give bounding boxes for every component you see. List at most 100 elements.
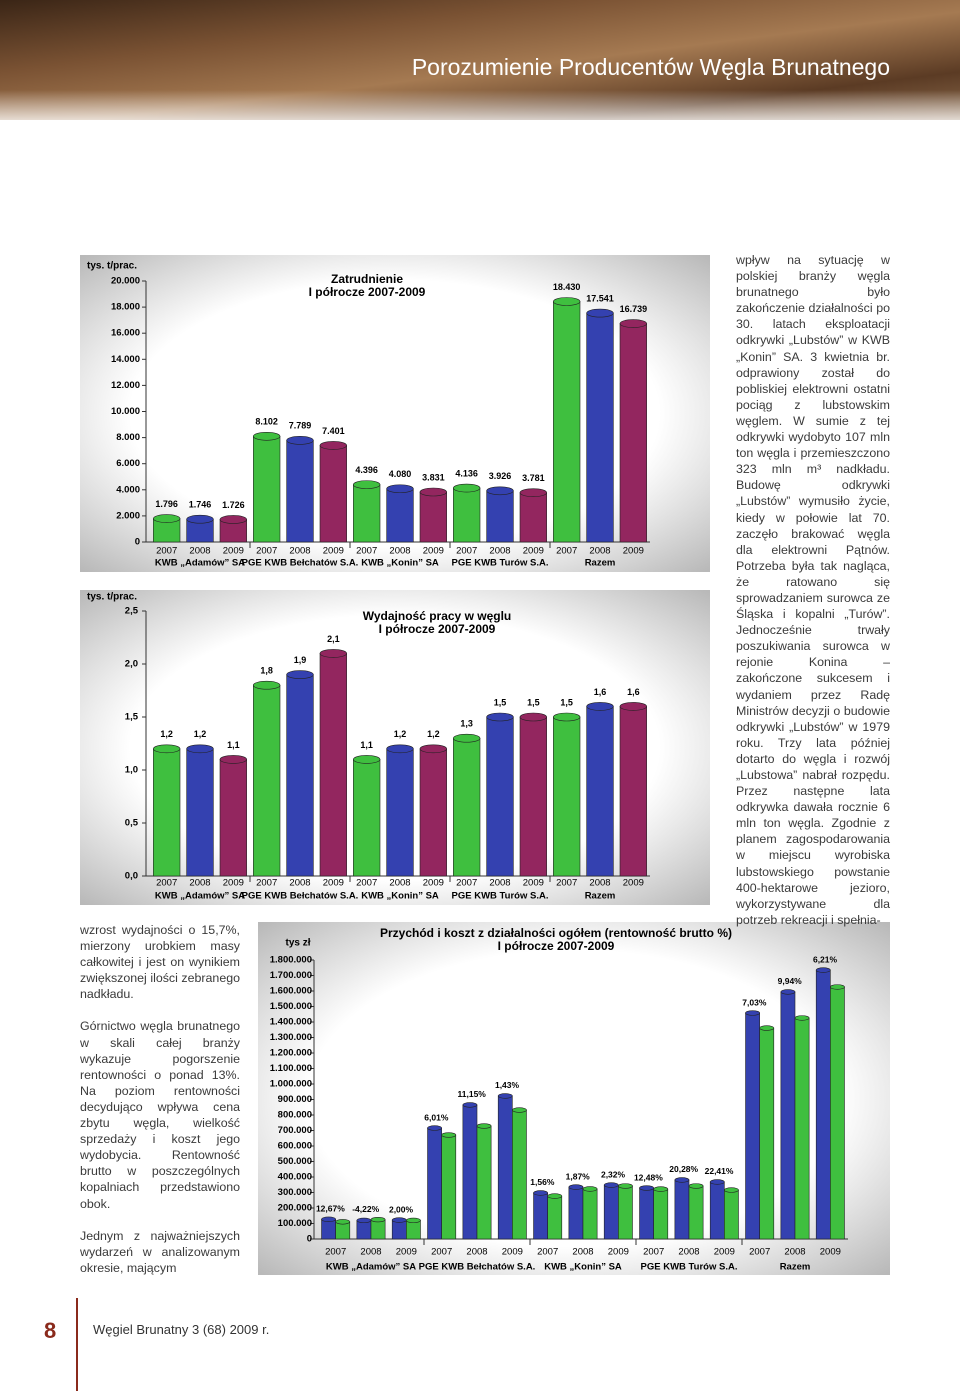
y-tick-label: 800.000 (278, 1110, 312, 1121)
bar (533, 1192, 548, 1240)
bar (441, 1134, 457, 1240)
y-tick-label: 1.600.000 (270, 986, 312, 997)
bar-cap (356, 1217, 372, 1224)
value-label: 1,5 (494, 697, 507, 707)
x-tick-label: 2007 (556, 878, 577, 889)
chart-title: Zatrudnienie (331, 272, 403, 286)
bar-cap (391, 1217, 407, 1223)
bar-cap (427, 1125, 442, 1131)
x-tick-label: 2009 (623, 878, 644, 889)
y-tick-label: 400.000 (278, 1172, 312, 1183)
bar (476, 1125, 492, 1240)
group-label: KWB „Adamów” SA (326, 1262, 416, 1273)
bar-cap (219, 755, 247, 764)
x-tick-label: 2008 (489, 546, 510, 557)
bar-cap (476, 1123, 492, 1129)
bar-cap (321, 1216, 336, 1222)
bar-cap (253, 680, 281, 690)
x-tick-label: 2007 (556, 546, 577, 557)
bar-cap (462, 1102, 478, 1108)
bar-cap (533, 1190, 548, 1196)
x-tick-label: 2009 (623, 546, 644, 557)
chart-title: Przychód i koszt z działalności ogółem (… (380, 926, 732, 940)
group-label: KWB „Konin” SA (361, 891, 439, 902)
y-tick-label: 1.700.000 (270, 970, 312, 981)
value-label: 3.831 (422, 472, 445, 482)
bar-cap (582, 1186, 598, 1192)
bar-cap (286, 436, 314, 445)
group-label: PGE KWB Turów S.A. (452, 891, 549, 902)
group-label: Razem (780, 1262, 811, 1273)
footer-rule (76, 1298, 78, 1391)
y-tick-label: 18.000 (111, 302, 140, 313)
bar (386, 488, 414, 543)
bar (186, 748, 214, 877)
x-tick-label: 2009 (323, 878, 344, 889)
bar-cap (745, 1010, 760, 1016)
bar (356, 1220, 372, 1240)
y-tick-label: 1.000.000 (270, 1079, 312, 1090)
annotation: 1,87% (566, 1171, 591, 1181)
x-tick-label: 2009 (523, 546, 544, 557)
bar (219, 759, 247, 877)
value-label: 17.541 (586, 293, 614, 303)
bar (353, 484, 381, 543)
bar (370, 1219, 386, 1240)
bar-cap (335, 1219, 351, 1225)
y-tick-label: 0,5 (125, 818, 139, 829)
bar (815, 969, 831, 1240)
left-column-text: wzrost wydajności o 15,7%, mierzony urob… (80, 922, 240, 1292)
bar-cap (453, 733, 481, 743)
x-tick-label: 2007 (749, 1247, 770, 1258)
x-tick-label: 2009 (523, 878, 544, 889)
bar (519, 492, 547, 543)
bar-cap (453, 483, 481, 493)
bar (619, 323, 647, 543)
y-tick-label: 900.000 (278, 1094, 312, 1105)
bar (547, 1195, 563, 1240)
y-tick-label: 20.000 (111, 276, 140, 287)
x-tick-label: 2007 (356, 878, 377, 889)
x-tick-label: 2008 (589, 878, 610, 889)
y-tick-label: 16.000 (111, 328, 140, 339)
bar-cap (319, 441, 347, 450)
x-tick-label: 2009 (502, 1247, 523, 1258)
group-label: PGE KWB Bełchatów S.A. (419, 1262, 536, 1273)
bar-cap (586, 308, 614, 318)
group-label: PGE KWB Bełchatów S.A. (242, 891, 359, 902)
value-label: 7.789 (289, 421, 312, 431)
y-tick-label: 1.200.000 (270, 1048, 312, 1059)
x-tick-label: 2008 (189, 878, 210, 889)
bar-cap (512, 1107, 527, 1113)
x-tick-label: 2007 (431, 1247, 452, 1258)
y-tick-label: 8.000 (116, 432, 140, 443)
bar (830, 986, 845, 1240)
annotation: -4,22% (352, 1204, 379, 1214)
chart-title: Wydajność pracy w węglu (363, 609, 512, 623)
x-tick-label: 2008 (589, 546, 610, 557)
annotation: 2,32% (601, 1169, 626, 1179)
value-label: 4.080 (389, 469, 412, 479)
group-label: PGE KWB Turów S.A. (641, 1262, 738, 1273)
bar-cap (486, 712, 514, 722)
group-label: PGE KWB Turów S.A. (452, 558, 549, 569)
x-tick-label: 2008 (572, 1247, 593, 1258)
bar-cap (653, 1186, 669, 1192)
chart-subtitle: I półrocze 2007-2009 (498, 939, 615, 953)
y-tick-label: 0 (135, 537, 140, 548)
y-tick-label: 100.000 (278, 1218, 312, 1229)
bar (453, 737, 481, 877)
annotation: 22,41% (705, 1166, 734, 1176)
y-tick-label: 1,5 (125, 712, 139, 723)
header-fade (0, 90, 960, 130)
value-label: 1,2 (194, 729, 207, 739)
value-label: 1,8 (260, 666, 273, 676)
x-tick-label: 2008 (784, 1247, 805, 1258)
bar-cap (419, 744, 447, 754)
y-tick-label: 4.000 (116, 484, 140, 495)
y-tick-label: 600.000 (278, 1141, 312, 1152)
bar (780, 991, 796, 1240)
bar-cap (370, 1216, 386, 1223)
value-label: 1,1 (360, 740, 373, 750)
bar (406, 1220, 421, 1240)
